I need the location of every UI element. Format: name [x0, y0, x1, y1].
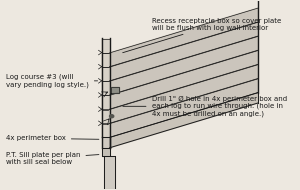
- FancyBboxPatch shape: [101, 38, 110, 53]
- Polygon shape: [102, 137, 110, 148]
- Polygon shape: [111, 87, 119, 93]
- FancyBboxPatch shape: [101, 95, 110, 109]
- Polygon shape: [103, 156, 116, 189]
- Text: 4x perimeter box: 4x perimeter box: [6, 135, 99, 141]
- FancyBboxPatch shape: [101, 109, 110, 124]
- FancyBboxPatch shape: [101, 81, 110, 95]
- Polygon shape: [102, 148, 110, 156]
- Polygon shape: [110, 22, 258, 81]
- Polygon shape: [110, 51, 258, 109]
- Polygon shape: [110, 79, 258, 137]
- FancyBboxPatch shape: [101, 53, 110, 67]
- Polygon shape: [110, 65, 258, 123]
- Polygon shape: [110, 8, 258, 67]
- Polygon shape: [110, 93, 258, 148]
- FancyBboxPatch shape: [101, 67, 110, 81]
- Text: Recess receptacle box so cover plate
will be flush with log wall interior: Recess receptacle box so cover plate wil…: [123, 18, 281, 53]
- FancyBboxPatch shape: [101, 123, 110, 138]
- Text: Log course #3 (will
vary pending log style.): Log course #3 (will vary pending log sty…: [6, 74, 98, 88]
- Polygon shape: [110, 36, 258, 95]
- Circle shape: [110, 115, 114, 118]
- Text: P.T. Sill plate per plan
with sill seal below: P.T. Sill plate per plan with sill seal …: [6, 152, 99, 165]
- Text: Drill 1" Ø hole in 4x perimeter box and
each log to run wire through. (hole in
4: Drill 1" Ø hole in 4x perimeter box and …: [123, 96, 286, 117]
